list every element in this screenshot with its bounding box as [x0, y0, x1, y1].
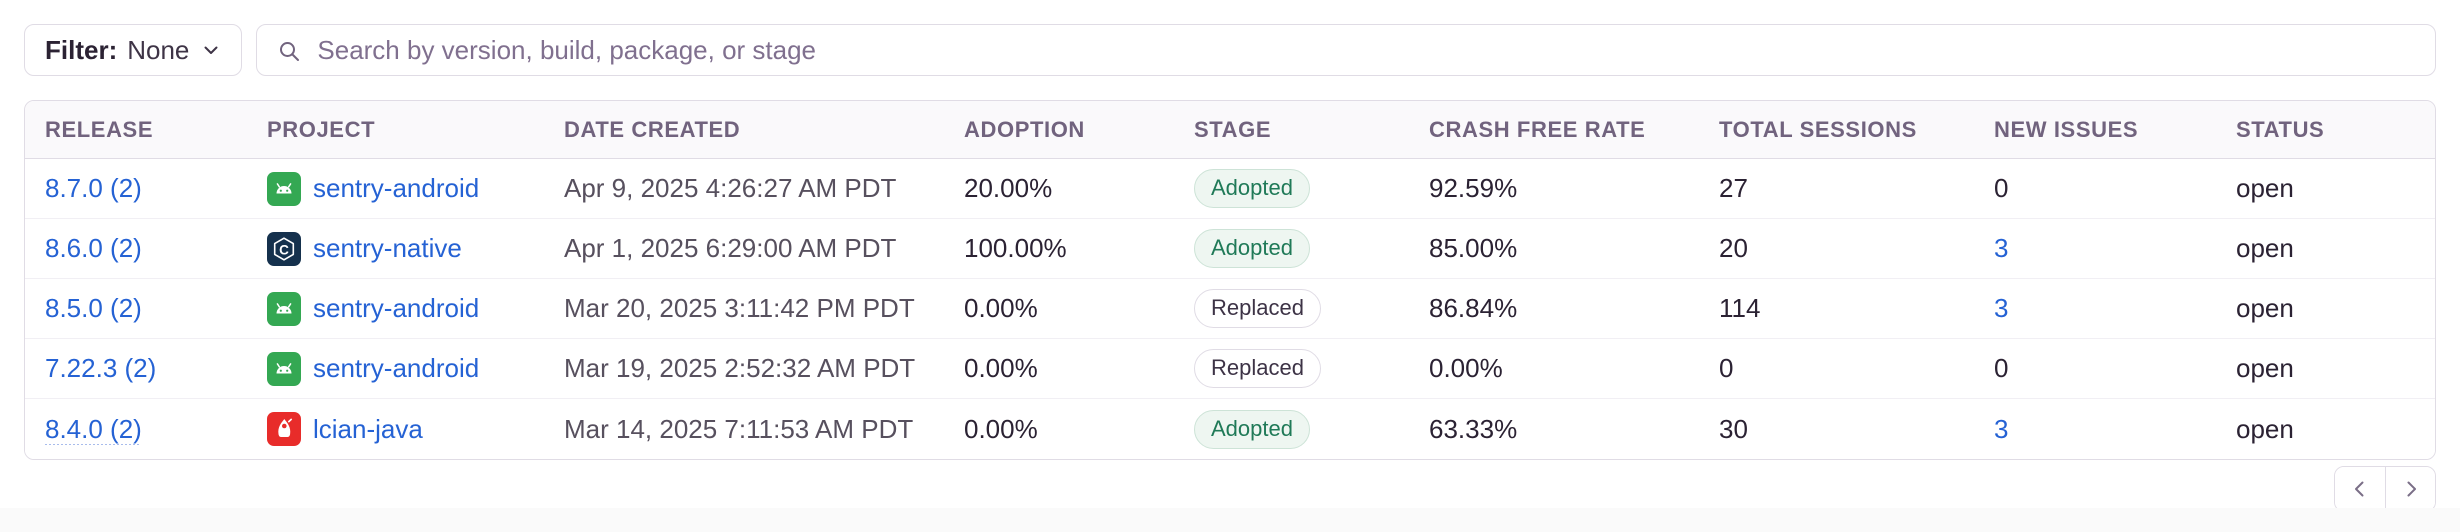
crash-free-rate: 92.59% — [1429, 173, 1518, 203]
bottom-strip — [0, 508, 2460, 532]
filter-dropdown[interactable]: Filter: None — [24, 24, 243, 76]
column-header-status: STATUS — [2236, 116, 2325, 142]
chevron-left-icon — [2355, 481, 2364, 497]
column-header-crash-free-rate: CRASH FREE RATE — [1429, 116, 1646, 142]
crash-free-rate: 0.00% — [1429, 353, 1503, 383]
new-issues-link[interactable]: 3 — [1994, 233, 2009, 263]
column-header-date-created: DATE CREATED — [564, 116, 741, 142]
filter-label: Filter: — [45, 34, 118, 65]
adoption-value: 0.00% — [964, 353, 1038, 383]
table-row: 8.4.0 (2) lcian-java Mar 14, 2025 7:11:53 … — [25, 399, 2435, 459]
total-sessions: 114 — [1719, 293, 1761, 323]
search-input[interactable] — [257, 25, 2435, 75]
release-link[interactable]: 8.7.0 (2) — [45, 173, 142, 203]
project-link[interactable]: lcian-java — [313, 413, 423, 444]
new-issues-link[interactable]: 3 — [1994, 293, 2009, 323]
adoption-value: 0.00% — [964, 293, 1038, 323]
search-icon — [280, 42, 300, 61]
stage-badge: Adopted — [1194, 169, 1310, 208]
column-header-stage: STAGE — [1194, 116, 1272, 142]
chevron-right-icon — [2407, 481, 2416, 497]
release-link[interactable]: 8.5.0 (2) — [45, 293, 142, 323]
date-created: Mar 19, 2025 2:52:32 AM PDT — [564, 353, 916, 383]
chevron-down-icon — [204, 46, 218, 54]
column-header-adoption: ADOPTION — [964, 116, 1085, 142]
project-link[interactable]: sentry-native — [313, 233, 462, 263]
status-value: open — [2236, 413, 2294, 444]
table-body: 8.7.0 (2) sentry-android Apr 9, 2025 4:26:… — [25, 159, 2435, 459]
new-issues-count: 0 — [1994, 353, 2009, 383]
toolbar: Filter: None — [24, 24, 2436, 76]
total-sessions: 0 — [1719, 353, 1734, 383]
crash-free-rate: 86.84% — [1429, 293, 1518, 323]
project-link[interactable]: sentry-android — [313, 353, 480, 383]
project-link[interactable]: sentry-android — [313, 173, 480, 203]
status-value: open — [2236, 233, 2294, 263]
java-icon — [267, 412, 301, 446]
android-icon — [267, 171, 301, 206]
total-sessions: 30 — [1719, 413, 1748, 444]
pagination — [2334, 466, 2436, 512]
date-created: Mar 14, 2025 7:11:53 AM PDT — [564, 413, 914, 444]
date-created: Apr 9, 2025 4:26:27 AM PDT — [564, 173, 897, 203]
new-issues-link[interactable]: 3 — [1994, 413, 2009, 444]
table-row: 7.22.3 (2) sentry-android Mar 19, 2025 2:5… — [25, 339, 2435, 399]
android-icon — [267, 351, 301, 386]
column-header-new-issues: NEW ISSUES — [1994, 116, 2139, 142]
stage-badge: Replaced — [1194, 289, 1321, 328]
filter-value: None — [127, 34, 190, 65]
search-bar — [256, 24, 2436, 76]
adoption-value: 20.00% — [964, 173, 1053, 203]
total-sessions: 20 — [1719, 233, 1748, 263]
release-link[interactable]: 8.4.0 (2) — [45, 413, 142, 444]
status-value: open — [2236, 353, 2294, 383]
stage-badge: Adopted — [1194, 229, 1310, 268]
stage-badge: Replaced — [1194, 349, 1321, 388]
table-row: 8.5.0 (2) sentry-android Mar 20, 2025 3:11… — [25, 279, 2435, 339]
status-value: open — [2236, 293, 2294, 323]
c-icon: C — [267, 231, 301, 266]
adoption-value: 100.00% — [964, 233, 1067, 263]
pagination-next-button[interactable] — [2385, 467, 2435, 511]
total-sessions: 27 — [1719, 173, 1748, 203]
crash-free-rate: 63.33% — [1429, 413, 1518, 444]
status-value: open — [2236, 173, 2294, 203]
android-icon — [267, 291, 301, 326]
project-link[interactable]: sentry-android — [313, 293, 480, 323]
releases-table: RELEASE PROJECT DATE CREATED ADOPTION STAGE C… — [24, 100, 2436, 460]
svg-text:C: C — [279, 242, 289, 257]
new-issues-count: 0 — [1994, 173, 2009, 203]
release-link[interactable]: 7.22.3 (2) — [45, 353, 157, 383]
table-row: 8.7.0 (2) sentry-android Apr 9, 2025 4:26:… — [25, 159, 2435, 219]
adoption-value: 0.00% — [964, 413, 1038, 444]
release-link[interactable]: 8.6.0 (2) — [45, 233, 142, 263]
crash-free-rate: 85.00% — [1429, 233, 1518, 263]
column-header-total-sessions: TOTAL SESSIONS — [1719, 116, 1917, 142]
pagination-prev-button[interactable] — [2335, 467, 2385, 511]
stage-badge: Adopted — [1194, 409, 1310, 449]
column-header-project: PROJECT — [267, 116, 376, 142]
date-created: Mar 20, 2025 3:11:42 PM PDT — [564, 293, 915, 323]
table-header-row: RELEASE PROJECT DATE CREATED ADOPTION STAGE C… — [25, 101, 2435, 159]
column-header-release: RELEASE — [45, 116, 154, 142]
date-created: Apr 1, 2025 6:29:00 AM PDT — [564, 233, 897, 263]
